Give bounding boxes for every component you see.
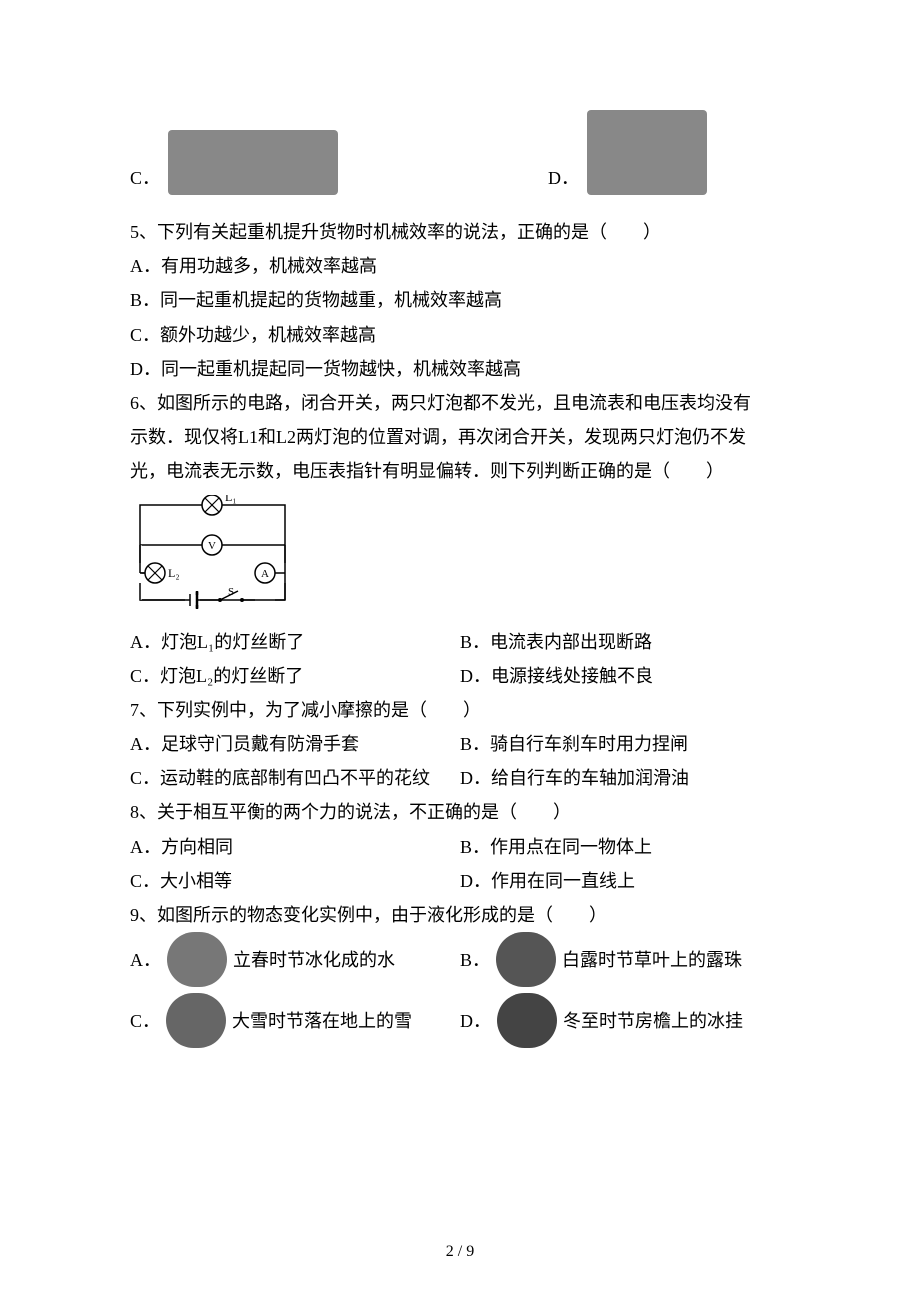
q7-option-a: A．足球守门员戴有防滑手套 [130,727,460,761]
q6-stem-line1: 6、如图所示的电路，闭合开关，两只灯泡都不发光，且电流表和电压表均没有 [130,386,790,420]
q6-option-c: C．灯泡L₂的灯丝断了 [130,659,460,693]
q9-b-caption: 白露时节草叶上的露珠 [562,943,742,977]
q6-options: A．灯泡L₁的灯丝断了 B．电流表内部出现断路 C．灯泡L₂的灯丝断了 D．电源… [130,625,790,693]
q8-stem: 8、关于相互平衡的两个力的说法，不正确的是（ ） [130,795,790,829]
q9-options-row2: C． 大雪时节落在地上的雪 D． 冬至时节房檐上的冰挂 [130,993,790,1054]
q8-option-c: C．大小相等 [130,864,460,898]
q8-option-a: A．方向相同 [130,830,460,864]
q9-d-label: D． [460,1004,491,1038]
q7-option-c: C．运动鞋的底部制有凹凸不平的花纹 [130,761,460,795]
q9-b-label: B． [460,943,490,977]
q5-option-b: B．同一起重机提起的货物越重，机械效率越高 [130,283,790,317]
q8-option-d: D．作用在同一直线上 [460,864,790,898]
q5-option-d: D．同一起重机提起同一货物越快，机械效率越高 [130,352,790,386]
circuit-diagram: L₁ V L₂ A S [130,495,295,615]
q6-stem-line3: 光，电流表无示数，电压表指针有明显偏转．则下列判断正确的是（ ） [130,454,790,488]
q9-option-c: C． 大雪时节落在地上的雪 [130,993,460,1048]
q7-option-b: B．骑自行车刹车时用力捏闸 [460,727,790,761]
circuit-s-label: S [228,586,234,598]
q6-option-d: D．电源接线处接触不良 [460,659,790,693]
q9-options-row1: A． 立春时节冰化成的水 B． 白露时节草叶上的露珠 [130,932,790,993]
q6-stem-line2: 示数．现仅将L1和L2两灯泡的位置对调，再次闭合开关，发现两只灯泡仍不发 [130,420,790,454]
options-c-d-row: C． D． [130,110,790,203]
q7-options: A．足球守门员戴有防滑手套 B．骑自行车刹车时用力捏闸 C．运动鞋的底部制有凹凸… [130,727,790,795]
q9-option-a: A． 立春时节冰化成的水 [130,932,460,987]
q9-d-image [497,993,557,1048]
q8-options: A．方向相同 B．作用点在同一物体上 C．大小相等 D．作用在同一直线上 [130,830,790,898]
circuit-l2-label: L₂ [168,566,180,580]
q9-d-caption: 冬至时节房檐上的冰挂 [563,1004,743,1038]
option-c-image [168,130,338,195]
q6-option-a: A．灯泡L₁的灯丝断了 [130,625,460,659]
q7-stem: 7、下列实例中，为了减小摩擦的是（ ） [130,693,790,727]
option-c-label: C． [130,161,160,195]
q7-option-d: D．给自行车的车轴加润滑油 [460,761,790,795]
q9-a-label: A． [130,943,161,977]
q9-a-caption: 立春时节冰化成的水 [233,943,395,977]
q6-option-b: B．电流表内部出现断路 [460,625,790,659]
q9-c-image [166,993,226,1048]
option-d: D． [548,110,707,195]
q5-stem: 5、下列有关起重机提升货物时机械效率的说法，正确的是（ ） [130,215,790,249]
option-d-image [587,110,707,195]
q8-option-b: B．作用点在同一物体上 [460,830,790,864]
q5-option-c: C．额外功越少，机械效率越高 [130,318,790,352]
page-number: 2 / 9 [0,1237,920,1267]
q9-b-image [496,932,556,987]
q9-option-b: B． 白露时节草叶上的露珠 [460,932,790,987]
circuit-a-label: A [261,568,269,580]
circuit-l1-label: L₁ [225,495,237,504]
q5-option-a: A．有用功越多，机械效率越高 [130,249,790,283]
q9-option-d: D． 冬至时节房檐上的冰挂 [460,993,790,1048]
option-d-label: D． [548,161,579,195]
q9-c-label: C． [130,1004,160,1038]
option-c: C． [130,130,338,195]
q9-stem: 9、如图所示的物态变化实例中，由于液化形成的是（ ） [130,898,790,932]
q9-c-caption: 大雪时节落在地上的雪 [232,1004,412,1038]
circuit-v-label: V [208,540,216,552]
q9-a-image [167,932,227,987]
